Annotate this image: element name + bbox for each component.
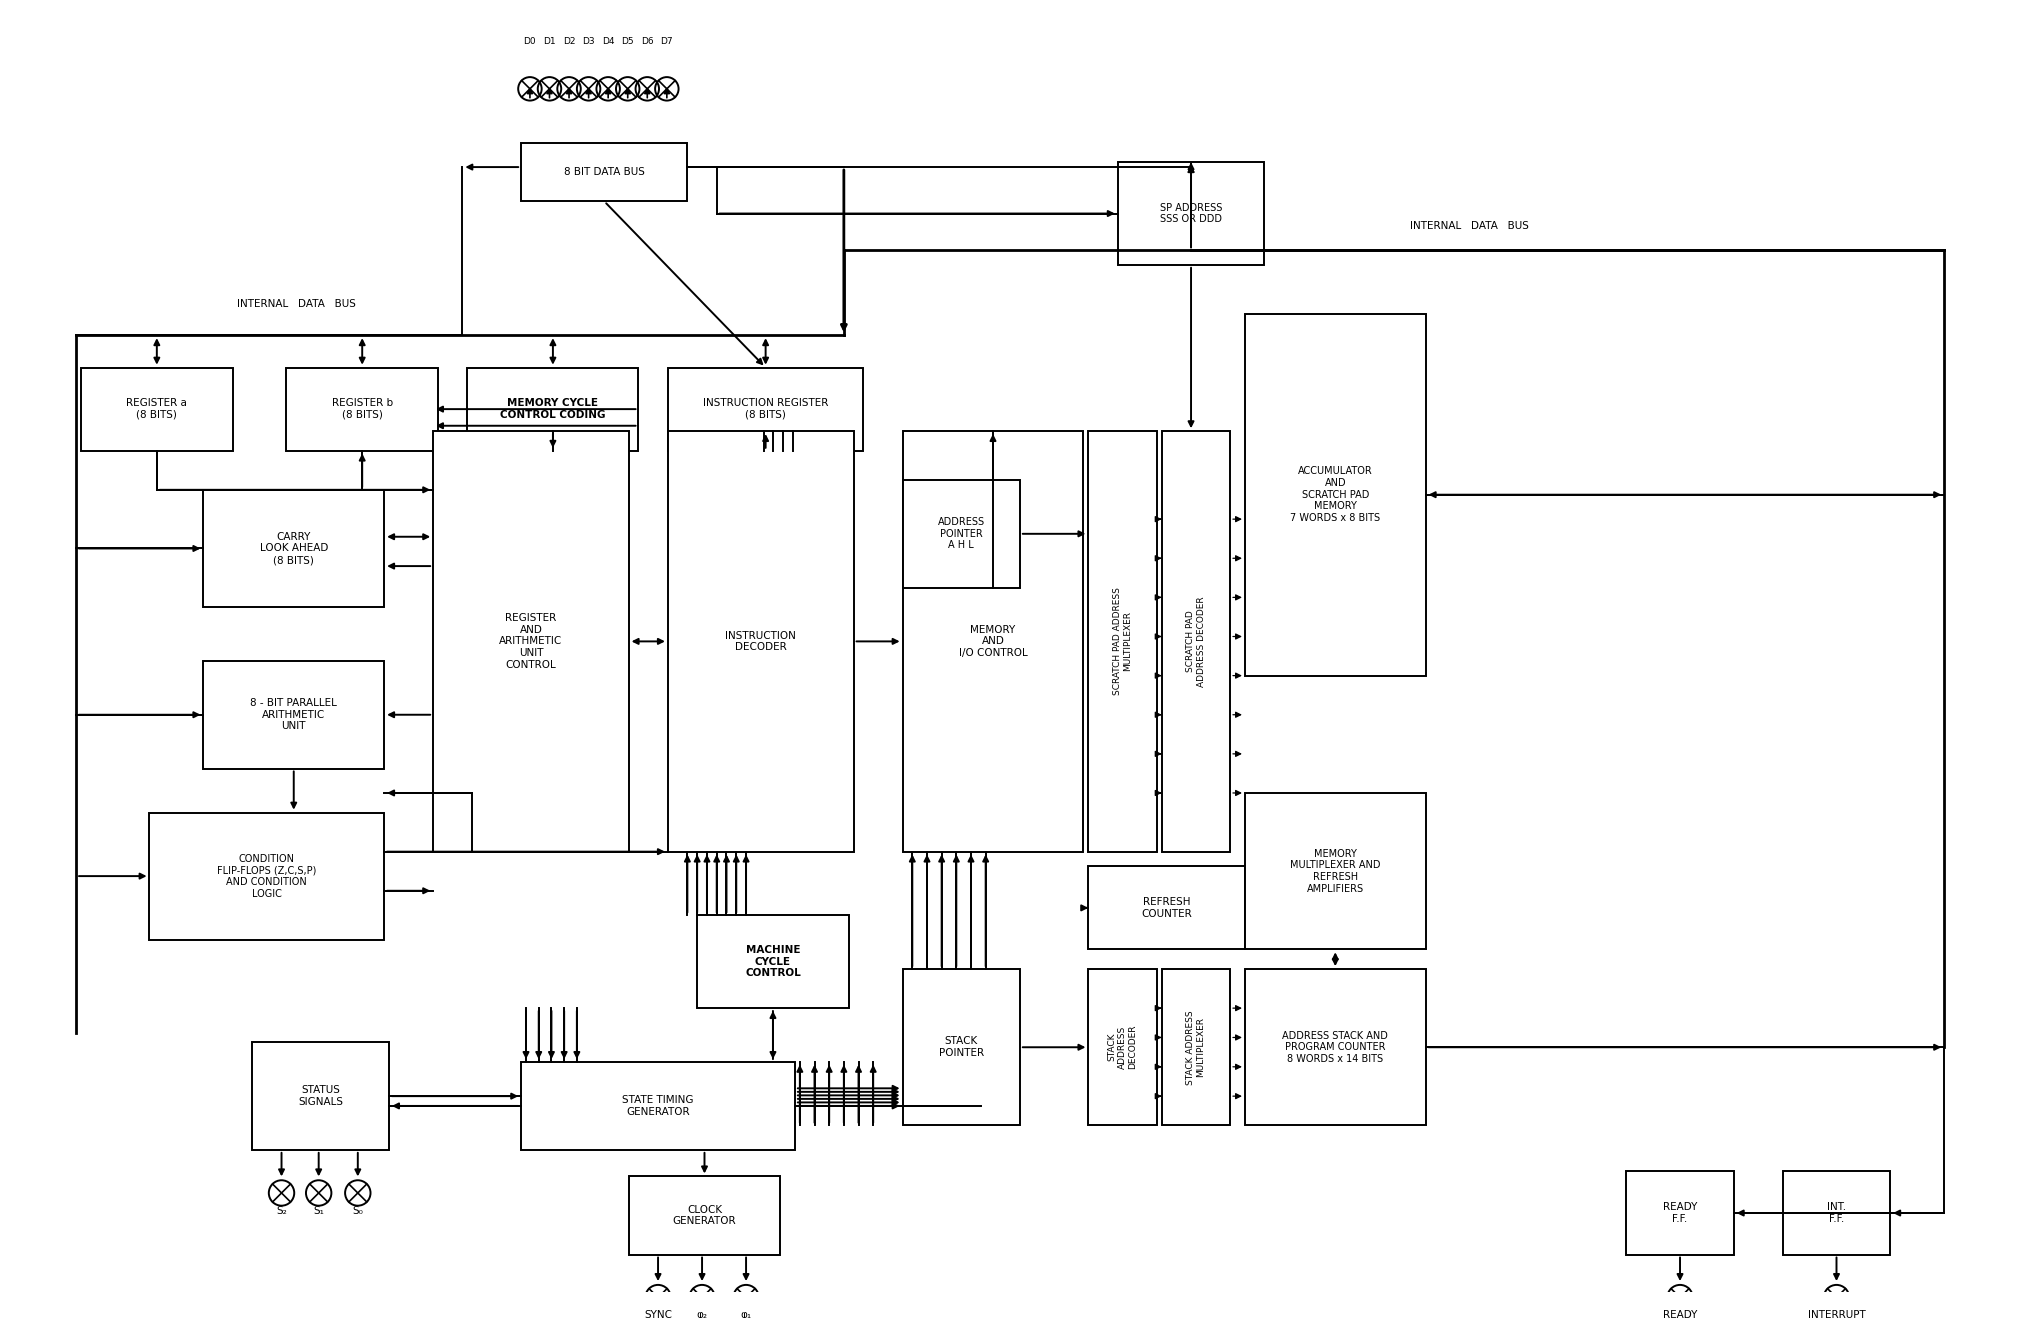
Text: MEMORY
AND
I/O CONTROL: MEMORY AND I/O CONTROL [958, 625, 1027, 658]
Text: INSTRUCTION
DECODER: INSTRUCTION DECODER [725, 630, 796, 652]
Text: φ₂: φ₂ [696, 1310, 708, 1318]
Bar [696, 915, 849, 1008]
Text: 8 BIT DATA BUS: 8 BIT DATA BUS [564, 167, 646, 177]
Text: D4: D4 [603, 37, 615, 46]
Text: STATE TIMING
GENERATOR: STATE TIMING GENERATOR [623, 1095, 694, 1116]
Text: φ₁: φ₁ [741, 1310, 751, 1318]
Bar [668, 368, 863, 451]
Text: STACK
ADDRESS
DECODER: STACK ADDRESS DECODER [1108, 1025, 1137, 1069]
Bar [668, 431, 855, 851]
Bar [1244, 314, 1425, 676]
Text: STACK ADDRESS
MULTIPLEXER: STACK ADDRESS MULTIPLEXER [1186, 1010, 1206, 1085]
Text: SYNC: SYNC [644, 1310, 672, 1318]
Bar [252, 1043, 390, 1149]
Text: D5: D5 [621, 37, 633, 46]
Bar [203, 490, 384, 608]
Bar [286, 368, 438, 451]
Bar [432, 431, 629, 851]
Text: ADDRESS STACK AND
PROGRAM COUNTER
8 WORDS x 14 BITS: ADDRESS STACK AND PROGRAM COUNTER 8 WORD… [1283, 1031, 1389, 1064]
Text: D2: D2 [562, 37, 574, 46]
Text: SCRATCH PAD
ADDRESS DECODER: SCRATCH PAD ADDRESS DECODER [1186, 596, 1206, 687]
Text: CARRY
LOOK AHEAD
(8 BITS): CARRY LOOK AHEAD (8 BITS) [260, 532, 329, 565]
Bar [1782, 1172, 1890, 1255]
Bar [1161, 969, 1230, 1126]
Text: SP ADDRESS
SSS OR DDD: SP ADDRESS SSS OR DDD [1159, 203, 1222, 224]
Bar [629, 1177, 780, 1255]
Text: CONDITION
FLIP-FLOPS (Z,C,S,P)
AND CONDITION
LOGIC: CONDITION FLIP-FLOPS (Z,C,S,P) AND CONDI… [217, 854, 317, 899]
Bar [1119, 162, 1265, 265]
Text: S₀: S₀ [353, 1206, 363, 1215]
Text: REGISTER b
(8 BITS): REGISTER b (8 BITS) [331, 398, 392, 420]
Text: READY: READY [1663, 1310, 1697, 1318]
Bar [903, 480, 1019, 588]
Text: INTERNAL   DATA   BUS: INTERNAL DATA BUS [1411, 220, 1529, 231]
Text: 8 - BIT PARALLEL
ARITHMETIC
UNIT: 8 - BIT PARALLEL ARITHMETIC UNIT [250, 699, 337, 731]
Text: MEMORY CYCLE
CONTROL CODING: MEMORY CYCLE CONTROL CODING [499, 398, 605, 420]
Bar [203, 660, 384, 768]
Text: MACHINE
CYCLE
CONTROL: MACHINE CYCLE CONTROL [745, 945, 800, 978]
Text: INTERRUPT: INTERRUPT [1807, 1310, 1866, 1318]
Bar [903, 969, 1019, 1126]
Text: REGISTER a
(8 BITS): REGISTER a (8 BITS) [126, 398, 187, 420]
Bar [903, 431, 1084, 851]
Text: READY
F.F.: READY F.F. [1663, 1202, 1697, 1224]
Bar [1088, 969, 1157, 1126]
Text: SCRATCH PAD ADDRESS
MULTIPLEXER: SCRATCH PAD ADDRESS MULTIPLEXER [1112, 588, 1133, 696]
Text: D0: D0 [524, 37, 536, 46]
Bar [522, 142, 688, 202]
Bar [81, 368, 233, 451]
Bar [150, 812, 384, 940]
Bar [467, 368, 639, 451]
Text: STATUS
SIGNALS: STATUS SIGNALS [298, 1085, 343, 1107]
Text: REGISTER
AND
ARITHMETIC
UNIT
CONTROL: REGISTER AND ARITHMETIC UNIT CONTROL [499, 613, 562, 670]
Bar [1626, 1172, 1734, 1255]
Bar [1244, 969, 1425, 1126]
Bar [1088, 431, 1157, 851]
Text: INSTRUCTION REGISTER
(8 BITS): INSTRUCTION REGISTER (8 BITS) [702, 398, 828, 420]
Text: MEMORY
MULTIPLEXER AND
REFRESH
AMPLIFIERS: MEMORY MULTIPLEXER AND REFRESH AMPLIFIER… [1289, 849, 1380, 894]
Text: INTERNAL   DATA   BUS: INTERNAL DATA BUS [238, 299, 355, 308]
Text: D6: D6 [641, 37, 654, 46]
Bar [1161, 431, 1230, 851]
Text: D3: D3 [583, 37, 595, 46]
Text: ACCUMULATOR
AND
SCRATCH PAD
MEMORY
7 WORDS x 8 BITS: ACCUMULATOR AND SCRATCH PAD MEMORY 7 WOR… [1291, 467, 1380, 523]
Text: STACK
POINTER: STACK POINTER [938, 1036, 985, 1058]
Text: ADDRESS
POINTER
A H L: ADDRESS POINTER A H L [938, 517, 985, 551]
Bar [1244, 793, 1425, 949]
Bar [522, 1062, 796, 1149]
Text: S₂: S₂ [276, 1206, 286, 1215]
Bar [1088, 866, 1244, 949]
Text: CLOCK
GENERATOR: CLOCK GENERATOR [672, 1205, 737, 1226]
Text: S₁: S₁ [313, 1206, 325, 1215]
Text: INT.
F.F.: INT. F.F. [1827, 1202, 1845, 1224]
Text: D7: D7 [660, 37, 674, 46]
Text: REFRESH
COUNTER: REFRESH COUNTER [1141, 898, 1192, 919]
Text: D1: D1 [544, 37, 556, 46]
